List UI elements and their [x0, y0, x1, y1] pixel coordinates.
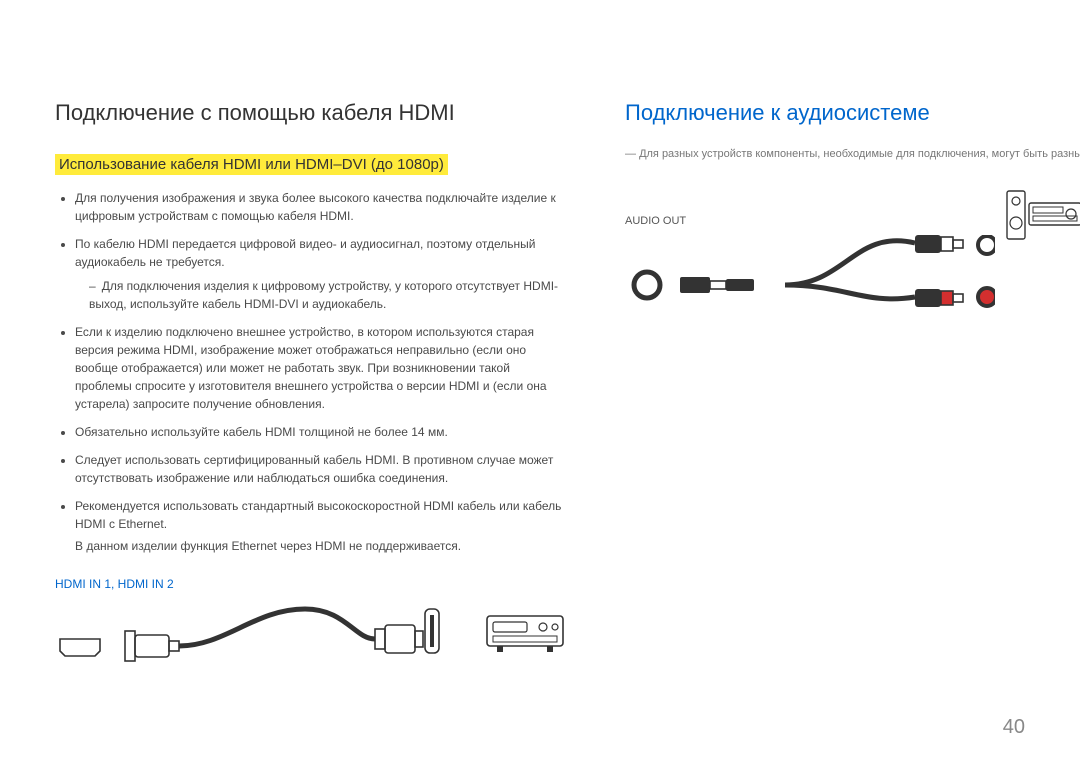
bullet-item: Обязательно используйте кабель HDMI толщ…: [75, 423, 565, 441]
bullet-item: Для получения изображения и звука более …: [75, 189, 565, 225]
hdmi-cable-diagram-icon: [55, 599, 475, 669]
bullet-item: Если к изделию подключено внешнее устрой…: [75, 323, 565, 413]
sub-bullet-item: Для подключения изделия к цифровому устр…: [89, 277, 565, 313]
right-heading: Подключение к аудиосистеме: [625, 100, 1080, 126]
tail-line: В данном изделии функция Ethernet через …: [75, 537, 565, 555]
bullet-text: Рекомендуется использовать стандартный в…: [75, 499, 561, 531]
right-column: Подключение к аудиосистеме Для разных ус…: [625, 100, 1080, 669]
audio-cable-diagram-icon: [625, 235, 995, 355]
left-subheading-highlight: Использование кабеля HDMI или HDMI–DVI (…: [55, 154, 448, 175]
audio-out-label: AUDIO OUT: [625, 215, 995, 227]
audio-system-icon: [1005, 185, 1080, 255]
page-number: 40: [1003, 716, 1025, 739]
bullet-item: Следует использовать сертифицированный к…: [75, 451, 565, 487]
bullet-item: Рекомендуется использовать стандартный в…: [75, 497, 565, 555]
two-column-layout: Подключение с помощью кабеля HDMI Исполь…: [55, 100, 1025, 669]
hdmi-source-device-icon: [485, 608, 565, 660]
left-column: Подключение с помощью кабеля HDMI Исполь…: [55, 100, 565, 669]
bullet-item: По кабелю HDMI передается цифровой видео…: [75, 235, 565, 313]
hdmi-diagram: [55, 599, 565, 669]
left-heading: Подключение с помощью кабеля HDMI: [55, 100, 565, 126]
audio-out-block: AUDIO OUT: [625, 173, 995, 355]
hdmi-port-label: HDMI IN 1, HDMI IN 2: [55, 577, 565, 591]
audio-diagram-row: AUDIO OUT: [625, 173, 1080, 355]
hdmi-bullet-list: Для получения изображения и звука более …: [55, 189, 565, 555]
component-note: Для разных устройств компоненты, необход…: [625, 146, 1080, 163]
sub-bullet-list: Для подключения изделия к цифровому устр…: [75, 277, 565, 313]
bullet-text: По кабелю HDMI передается цифровой видео…: [75, 237, 535, 269]
